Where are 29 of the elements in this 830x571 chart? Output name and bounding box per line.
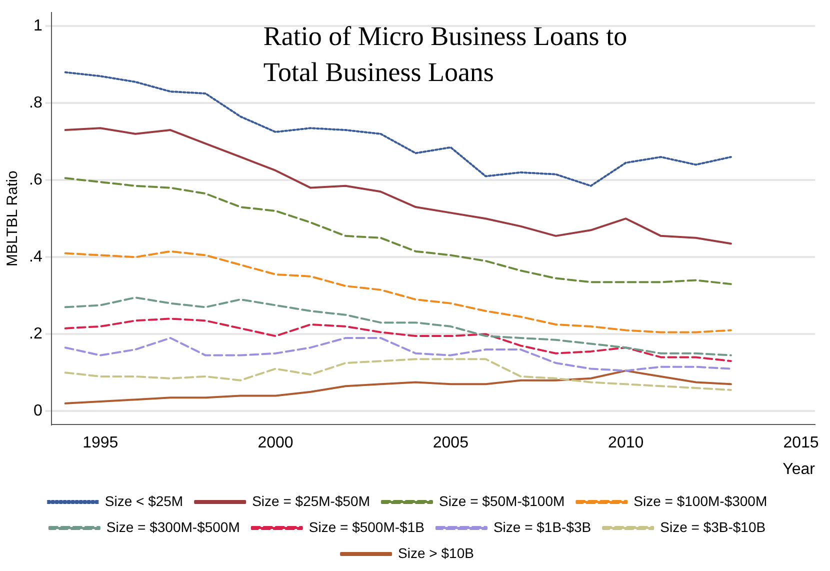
legend-label: Size = $1B-$3B [493, 518, 592, 535]
legend-label: Size = $500M-$1B [308, 518, 424, 535]
legend-label: Size = $25M-$50M [252, 492, 370, 509]
x-tick-label: 2015 [783, 434, 819, 452]
x-tick-label: 1995 [82, 434, 118, 452]
x-tick-label: 2005 [432, 434, 469, 452]
legend-label: Size = $100M-$300M [634, 492, 768, 509]
line-series [64, 250, 732, 334]
y-axis-title: MBLTBL Ratio [4, 170, 22, 267]
y-tick-label: 1 [33, 17, 42, 34]
line-series [64, 336, 732, 372]
x-tick-label: 2010 [608, 434, 644, 452]
legend-label: Size = $300M-$500M [106, 518, 240, 535]
legend-label: Size = $3B-$10B [660, 518, 766, 535]
x-axis-title: Year [782, 460, 816, 478]
y-tick-label: .8 [29, 94, 42, 112]
text: Ratio of Micro Business Loans to Total Business Loans [263, 21, 628, 88]
y-tick-label: .2 [29, 326, 42, 343]
line-series [64, 318, 732, 362]
legend-label: Size = $50M-$100M [438, 492, 565, 509]
y-tick-label: .4 [29, 248, 42, 266]
y-tick-label: .6 [29, 172, 42, 188]
x-tick-label: 2000 [258, 434, 294, 452]
line-series [64, 358, 732, 391]
y-tick-label: 0 [33, 402, 42, 420]
line-series [64, 296, 732, 356]
legend-label: Size < $25M [104, 492, 184, 509]
legend-label: Size > $10B [398, 544, 474, 561]
line-series [64, 177, 732, 286]
